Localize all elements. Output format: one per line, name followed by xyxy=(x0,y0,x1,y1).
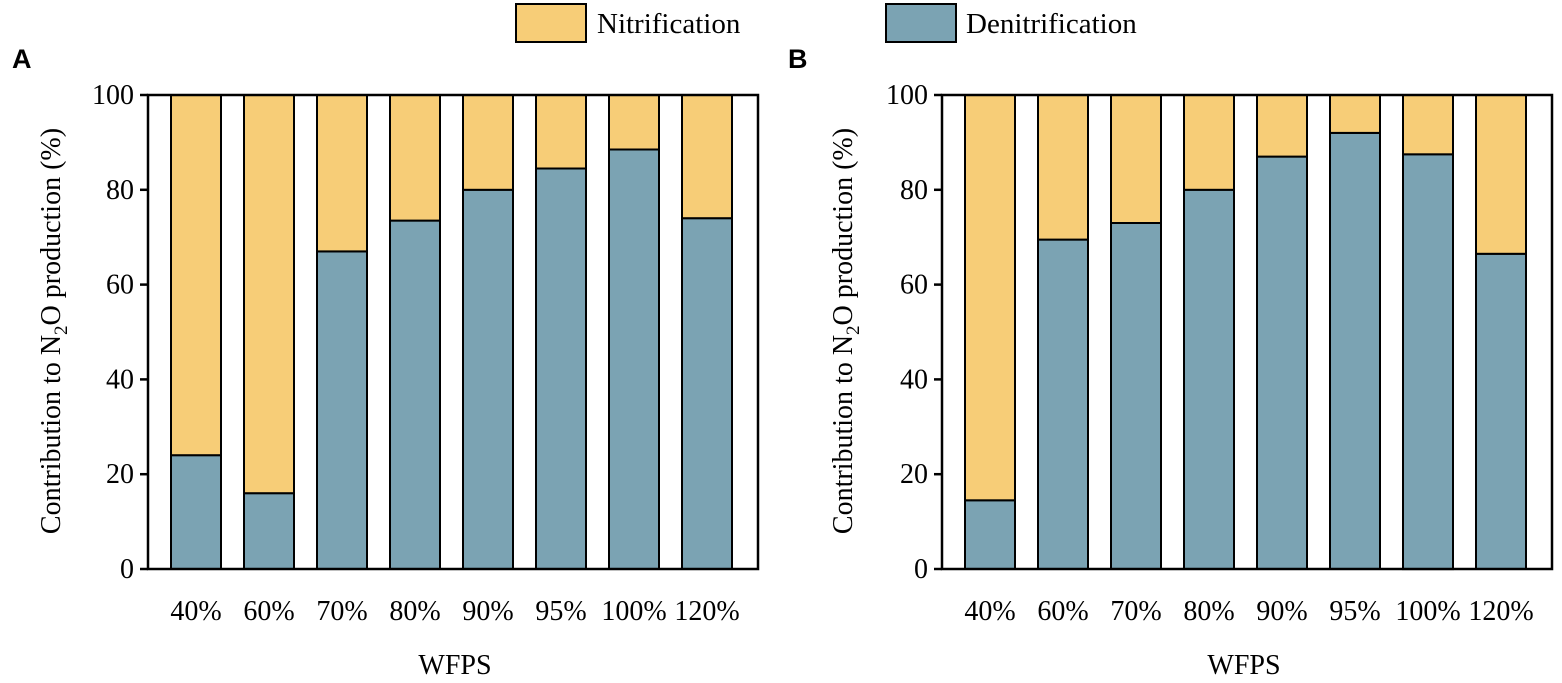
y-ticks-b: 0 20 40 60 80 100 xyxy=(886,80,942,585)
bar-b-denitrification-40pct xyxy=(964,499,1016,570)
bar-b-nitrification-80pct xyxy=(1183,94,1235,191)
bar-b-denitrification-80pct xyxy=(1183,188,1235,571)
x-tick-label-b-120pct: 120% xyxy=(1468,596,1533,627)
y-tick-label-b-20: 20 xyxy=(900,459,928,490)
bar-a-nitrification-90pct xyxy=(462,94,514,191)
bar-a-nitrification-60pct xyxy=(243,94,295,495)
x-tick-label-b-90pct: 90% xyxy=(1256,596,1307,627)
bar-b-nitrification-60pct xyxy=(1037,94,1089,241)
bar-a-denitrification-95pct xyxy=(535,167,587,570)
x-tick-label-b-100pct: 100% xyxy=(1395,596,1460,627)
y-tick-label-b-80: 80 xyxy=(900,175,928,206)
bar-b-nitrification-90pct xyxy=(1256,94,1308,158)
bar-a-nitrification-80pct xyxy=(389,94,441,222)
bar-a-denitrification-40pct xyxy=(170,454,222,571)
bar-a-denitrification-90pct xyxy=(462,188,514,571)
bar-b-denitrification-120pct xyxy=(1475,252,1527,571)
bar-b-nitrification-120pct xyxy=(1475,94,1527,255)
chart-panel-b: B Contribution to N2O production (%) WFP… xyxy=(788,44,1554,681)
bar-b-denitrification-70pct xyxy=(1110,222,1162,570)
bar-b-denitrification-90pct xyxy=(1256,155,1308,570)
y-axis-title-b: Contribution to N2O production (%) xyxy=(828,128,864,534)
x-tick-label-a-40pct: 40% xyxy=(170,596,221,627)
y-tick-label-a-80: 80 xyxy=(106,175,134,206)
bar-a-nitrification-100pct xyxy=(608,94,660,151)
x-tick-labels-b: 40% 60% 70% 80% 90% 95% 100% 120% xyxy=(964,596,1533,627)
panel-label-b: B xyxy=(788,44,808,74)
bar-a-denitrification-100pct xyxy=(608,148,660,570)
x-tick-label-b-60pct: 60% xyxy=(1037,596,1088,627)
x-tick-labels-a: 40% 60% 70% 80% 90% 95% 100% 120% xyxy=(170,596,739,627)
bar-b-denitrification-100pct xyxy=(1402,153,1454,571)
bar-b-nitrification-40pct xyxy=(964,94,1016,502)
bar-b-nitrification-70pct xyxy=(1110,94,1162,224)
y-tick-label-b-40: 40 xyxy=(900,364,928,395)
bar-b-nitrification-95pct xyxy=(1329,94,1381,134)
y-tick-label-b-60: 60 xyxy=(900,270,928,301)
bar-a-nitrification-40pct xyxy=(170,94,222,457)
plot-frame-b xyxy=(940,93,1554,571)
y-axis-title-a: Contribution to N2O production (%) xyxy=(36,128,72,534)
legend-swatch-denitrification xyxy=(885,3,957,43)
x-tick-label-a-70pct: 70% xyxy=(316,596,367,627)
x-tick-label-a-80pct: 80% xyxy=(389,596,440,627)
x-tick-label-b-40pct: 40% xyxy=(964,596,1015,627)
chart-panel-a: A Contribution to N2O production (%) WFP… xyxy=(12,44,760,681)
bar-a-denitrification-80pct xyxy=(389,219,441,570)
x-tick-label-b-70pct: 70% xyxy=(1110,596,1161,627)
x-axis-title-b: WFPS xyxy=(1207,650,1280,681)
bar-group-b xyxy=(964,94,1527,571)
bar-b-nitrification-100pct xyxy=(1402,94,1454,156)
x-axis-title-a: WFPS xyxy=(418,650,491,681)
x-tick-label-b-95pct: 95% xyxy=(1329,596,1380,627)
x-tick-label-a-120pct: 120% xyxy=(674,596,739,627)
x-tick-label-a-95pct: 95% xyxy=(535,596,586,627)
legend: Nitrification Denitrification xyxy=(515,3,1137,43)
bar-a-nitrification-95pct xyxy=(535,94,587,170)
y-tick-label-a-0: 0 xyxy=(120,554,134,585)
bar-a-nitrification-70pct xyxy=(316,94,368,253)
legend-label-denitrification: Denitrification xyxy=(966,8,1137,40)
bar-a-denitrification-70pct xyxy=(316,250,368,570)
y-tick-label-a-40: 40 xyxy=(106,364,134,395)
bar-a-denitrification-120pct xyxy=(681,217,733,570)
bar-b-denitrification-60pct xyxy=(1037,238,1089,570)
bar-group-a xyxy=(170,94,733,571)
legend-label-nitrification: Nitrification xyxy=(597,8,741,40)
panel-label-a: A xyxy=(12,44,32,74)
bar-a-denitrification-60pct xyxy=(243,492,295,571)
y-tick-label-b-100: 100 xyxy=(886,80,928,111)
legend-swatch-nitrification xyxy=(515,3,587,43)
y-tick-label-a-100: 100 xyxy=(92,80,134,111)
y-tick-label-a-20: 20 xyxy=(106,459,134,490)
bar-a-nitrification-120pct xyxy=(681,94,733,220)
x-tick-label-a-60pct: 60% xyxy=(243,596,294,627)
plot-frame-a xyxy=(146,93,760,571)
x-tick-label-a-90pct: 90% xyxy=(462,596,513,627)
y-ticks-a: 0 20 40 60 80 100 xyxy=(92,80,148,585)
y-tick-label-a-60: 60 xyxy=(106,270,134,301)
x-tick-label-a-100pct: 100% xyxy=(601,596,666,627)
x-tick-label-b-80pct: 80% xyxy=(1183,596,1234,627)
bar-b-denitrification-95pct xyxy=(1329,131,1381,570)
y-tick-label-b-0: 0 xyxy=(914,554,928,585)
